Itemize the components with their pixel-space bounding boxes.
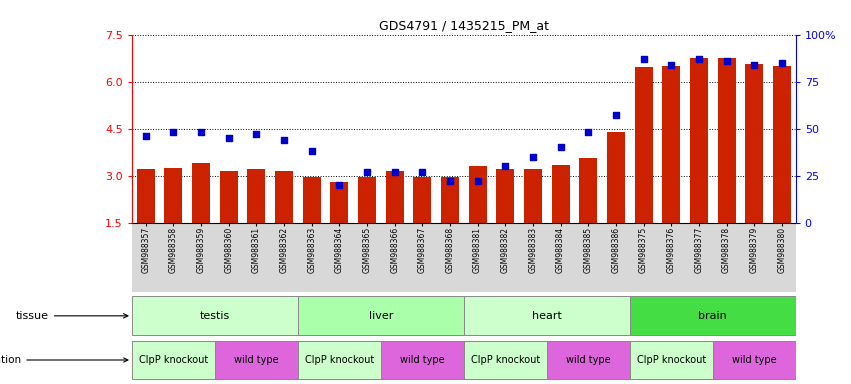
Point — [333, 182, 346, 188]
Text: wild type: wild type — [566, 355, 610, 365]
Point — [775, 60, 789, 66]
Bar — [303, 177, 321, 223]
Text: ClpP knockout: ClpP knockout — [471, 355, 540, 365]
Text: liver: liver — [368, 311, 393, 321]
Bar — [358, 177, 376, 223]
Bar — [717, 58, 735, 223]
FancyBboxPatch shape — [214, 341, 298, 379]
FancyBboxPatch shape — [298, 296, 464, 335]
Bar — [524, 169, 542, 223]
Point — [471, 178, 484, 184]
Bar — [137, 169, 155, 223]
FancyBboxPatch shape — [713, 341, 796, 379]
Point — [637, 56, 650, 62]
Text: wild type: wild type — [400, 355, 444, 365]
Point — [499, 163, 512, 169]
Bar — [330, 182, 348, 223]
FancyBboxPatch shape — [132, 296, 298, 335]
Text: ClpP knockout: ClpP knockout — [305, 355, 374, 365]
Point — [360, 169, 374, 175]
Bar — [192, 163, 210, 223]
FancyBboxPatch shape — [464, 296, 630, 335]
Point — [167, 129, 180, 136]
Point — [609, 113, 623, 119]
Bar — [220, 171, 237, 223]
Point — [665, 61, 678, 68]
Text: wild type: wild type — [234, 355, 278, 365]
Bar — [164, 168, 182, 223]
FancyBboxPatch shape — [132, 341, 214, 379]
Text: wild type: wild type — [732, 355, 776, 365]
Point — [720, 58, 734, 64]
Point — [388, 169, 402, 175]
FancyBboxPatch shape — [630, 341, 713, 379]
Bar — [635, 68, 653, 223]
Bar — [580, 159, 597, 223]
Point — [581, 129, 595, 136]
Bar — [386, 171, 403, 223]
Bar — [607, 132, 625, 223]
Bar — [690, 58, 708, 223]
FancyBboxPatch shape — [298, 341, 381, 379]
Bar — [414, 177, 431, 223]
Bar — [662, 66, 680, 223]
Bar — [469, 166, 487, 223]
Point — [692, 56, 705, 62]
FancyBboxPatch shape — [464, 341, 547, 379]
Title: GDS4791 / 1435215_PM_at: GDS4791 / 1435215_PM_at — [379, 19, 549, 32]
Text: genotype/variation: genotype/variation — [0, 355, 128, 365]
FancyBboxPatch shape — [547, 341, 630, 379]
Bar — [275, 171, 293, 223]
Point — [194, 129, 208, 136]
Point — [526, 154, 540, 160]
Point — [415, 169, 429, 175]
Bar — [551, 165, 569, 223]
Text: ClpP knockout: ClpP knockout — [139, 355, 208, 365]
Text: testis: testis — [200, 311, 230, 321]
Point — [249, 131, 263, 137]
Bar — [745, 65, 763, 223]
Point — [305, 148, 318, 154]
Bar — [496, 169, 514, 223]
Point — [443, 178, 457, 184]
Text: ClpP knockout: ClpP knockout — [637, 355, 705, 365]
Point — [277, 137, 291, 143]
Text: brain: brain — [699, 311, 727, 321]
Point — [554, 144, 568, 151]
Bar — [773, 66, 791, 223]
Text: tissue: tissue — [16, 311, 128, 321]
FancyBboxPatch shape — [381, 341, 464, 379]
Bar — [248, 169, 266, 223]
FancyBboxPatch shape — [630, 296, 796, 335]
Point — [222, 135, 236, 141]
Text: heart: heart — [532, 311, 562, 321]
Point — [747, 61, 761, 68]
Bar — [441, 177, 459, 223]
Point — [139, 133, 152, 139]
